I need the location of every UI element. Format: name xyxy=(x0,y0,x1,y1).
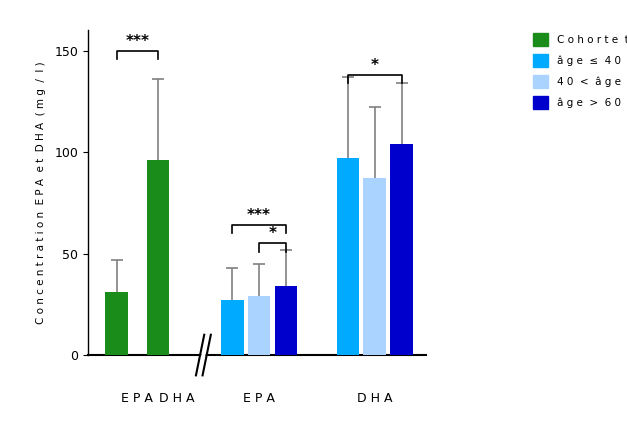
Text: ***: *** xyxy=(247,208,271,223)
Bar xyxy=(337,158,359,355)
Bar xyxy=(105,292,128,355)
Bar xyxy=(275,286,297,355)
Text: E P A: E P A xyxy=(243,391,275,404)
Bar xyxy=(221,300,244,355)
Bar xyxy=(364,178,386,355)
Bar xyxy=(390,144,413,355)
Text: D H A: D H A xyxy=(159,391,194,404)
Text: ***: *** xyxy=(125,34,149,48)
Text: D H A: D H A xyxy=(357,391,393,404)
Text: *: * xyxy=(371,58,379,73)
Text: *: * xyxy=(268,226,277,241)
Text: E P A: E P A xyxy=(122,391,153,404)
Bar xyxy=(248,296,270,355)
Y-axis label: C o n c e n t r a t i o n  E P A  e t  D H A  ( m g  /  l ): C o n c e n t r a t i o n E P A e t D H … xyxy=(36,61,46,324)
Legend: C o h o r t e  t o t a l e, â g e  ≤  4 0, 4 0  <  â g e  ≤  6 0, â g e  >  6 0: C o h o r t e t o t a l e, â g e ≤ 4 0, … xyxy=(529,29,627,113)
Bar xyxy=(147,160,169,355)
